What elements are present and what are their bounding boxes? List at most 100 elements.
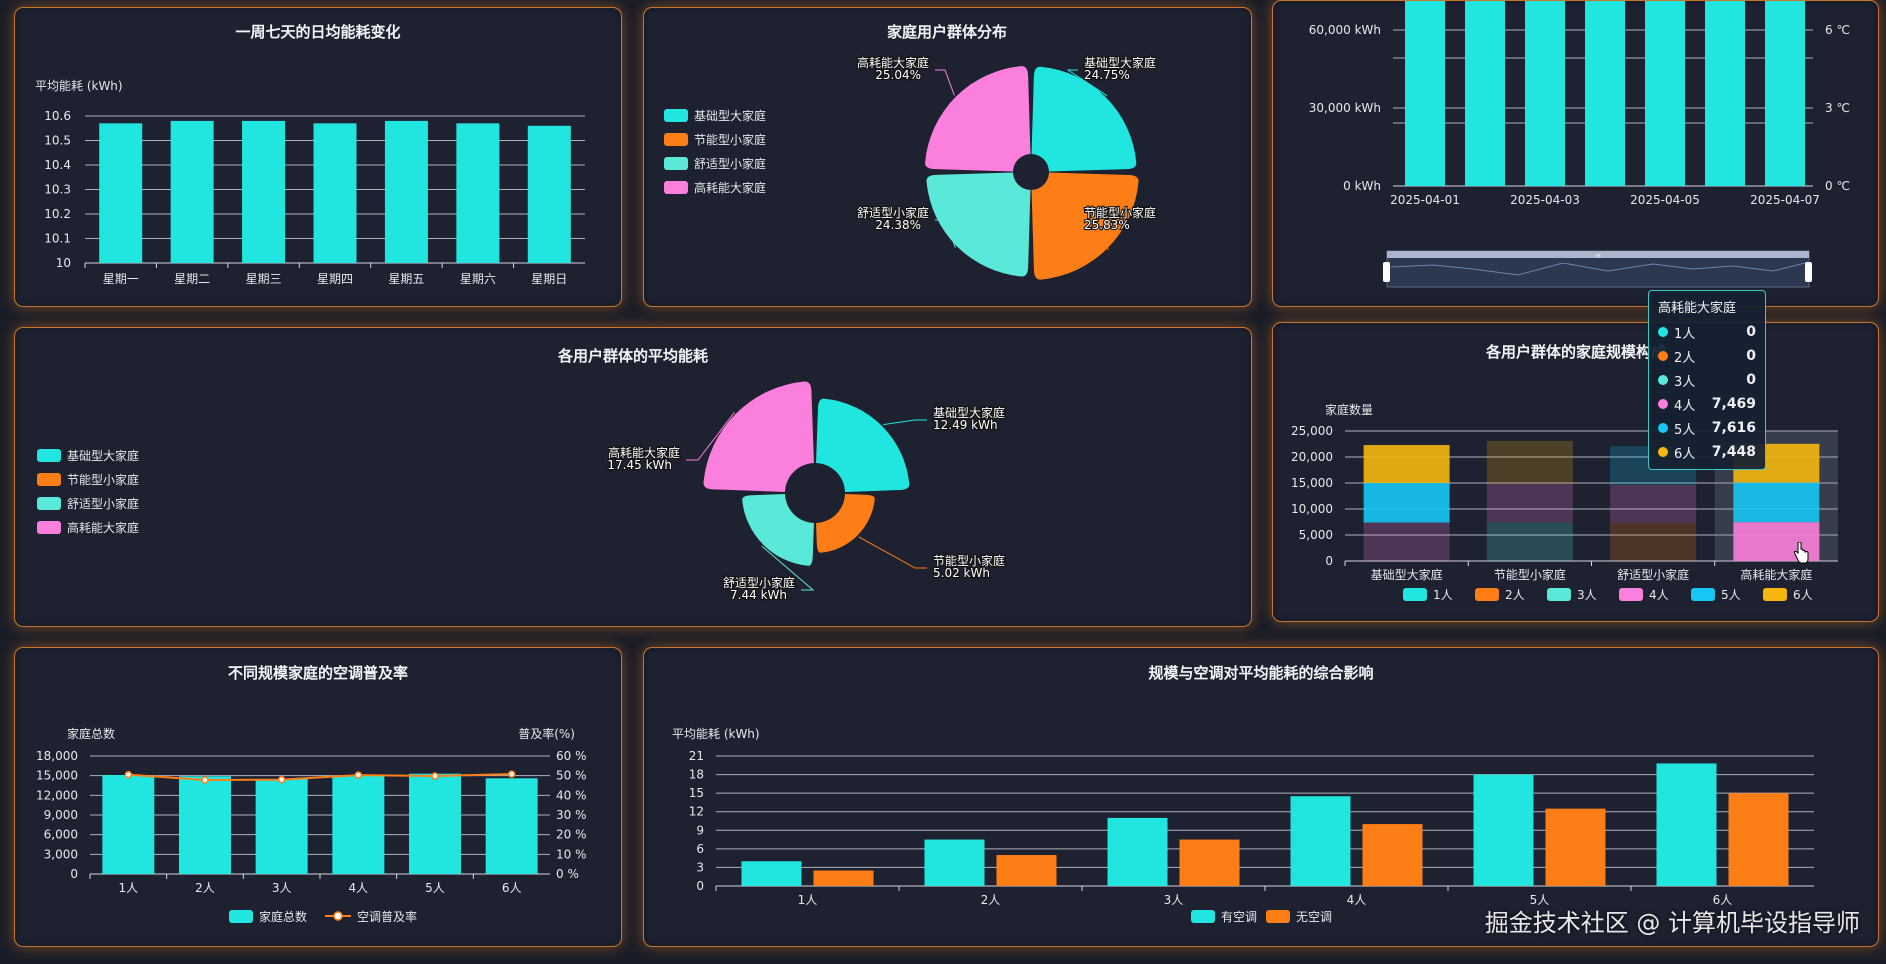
daily-energy-temperature-panel: 0 kWh 0 ℃ 30,000 kWh 3 ℃ 60,000 kWh 6 ℃ 2025-0… <box>1272 0 1879 307</box>
slice-name-label: 基础型大家庭 <box>933 405 1005 420</box>
legend-item-swatch <box>37 497 61 510</box>
bar <box>332 775 385 874</box>
pie-slice <box>926 172 1031 277</box>
label-line <box>935 219 956 248</box>
y-tick-label: 18 <box>689 768 704 782</box>
tooltip-row: 5人 7,616 <box>1658 416 1756 440</box>
y-tick-label-right: 40 % <box>556 788 587 802</box>
zoom-slider-top-bar <box>1387 251 1809 258</box>
stacked-bar-segment <box>1610 485 1697 524</box>
rate-point <box>277 775 286 784</box>
zoom-slider-left-handle <box>1383 262 1390 282</box>
pie-slice <box>1031 66 1137 172</box>
y-tick-label-left: 60,000 kWh <box>1309 23 1381 37</box>
y-tick-label-left: 15,000 <box>36 769 78 783</box>
legend-swatch <box>229 910 253 923</box>
y-tick-label-right: 60 % <box>556 749 587 763</box>
panel-title: 各用户群体的家庭规模构成 <box>1485 343 1666 361</box>
bar <box>1765 1 1805 186</box>
legend-item-label: 基础型大家庭 <box>694 108 766 123</box>
x-tick-label: 2025-04-05 <box>1630 193 1700 207</box>
stacked-bar-segment <box>1363 445 1450 483</box>
tooltip-row: 3人 0 <box>1658 368 1756 392</box>
x-tick-label: 1人 <box>119 881 139 895</box>
bar-without-ac <box>1362 824 1423 886</box>
bar <box>1465 1 1505 186</box>
tooltip-row-value: 0 <box>1746 324 1756 340</box>
x-tick-label: 3人 <box>1164 893 1184 907</box>
bar-with-ac <box>1107 817 1168 886</box>
legend-item-swatch <box>664 181 688 194</box>
y-tick-label: 9 <box>696 823 704 837</box>
y-tick-label-right: 0 % <box>556 867 579 881</box>
legend-swatch <box>1619 588 1643 601</box>
slice-value-label: 17.45 kWh <box>607 458 672 472</box>
y-tick-label-left: 0 <box>70 867 78 881</box>
x-tick-label: 2025-04-01 <box>1390 193 1460 207</box>
slice-name-label: 节能型小家庭 <box>1084 205 1156 220</box>
y-axis-label: 家庭数量 <box>1325 402 1373 417</box>
x-tick-label: 5人 <box>1530 893 1550 907</box>
y-tick-label: 10.6 <box>44 109 71 123</box>
x-tick-label: 星期一 <box>103 272 139 286</box>
rate-point <box>354 771 363 779</box>
hand-cursor-icon <box>1793 542 1809 564</box>
stacked-bar-segment <box>1610 523 1697 561</box>
y-tick-label-right: 0 ℃ <box>1825 179 1850 193</box>
slice-value-label: 12.49 kWh <box>933 418 998 432</box>
y-tick-label: 20,000 <box>1291 450 1333 464</box>
y-tick-label: 3 <box>696 860 704 874</box>
bar <box>313 123 357 263</box>
y-axis-label: 平均能耗 (kWh) <box>35 79 123 93</box>
y-tick-label: 6 <box>696 842 704 856</box>
y-tick-label-left: 9,000 <box>44 808 78 822</box>
slice-name-label: 高耗能大家庭 <box>857 55 929 70</box>
stacked-bar-segment <box>1486 522 1573 561</box>
slice-name-label: 舒适型小家庭 <box>857 205 929 220</box>
rate-point <box>431 772 439 780</box>
bar <box>409 773 461 874</box>
x-tick-label: 高耗能大家庭 <box>1740 567 1812 582</box>
legend-item-label: 节能型小家庭 <box>67 472 139 487</box>
weekly-energy-chart: 一周七天的日均能耗变化 平均能耗 (kWh) 10 10.1 10.2 10.3 10.… <box>35 23 585 286</box>
legend-item-label: 高耗能大家庭 <box>694 180 766 195</box>
bar <box>527 125 571 263</box>
y-tick-label-left: 30,000 kWh <box>1309 101 1381 115</box>
y-tick-label: 25,000 <box>1291 424 1333 438</box>
bar <box>255 778 308 874</box>
rate-line <box>128 773 512 781</box>
bar-with-ac <box>924 839 985 886</box>
x-tick-label: 3人 <box>272 881 292 895</box>
x-tick-label: 舒适型小家庭 <box>1617 567 1689 582</box>
legend-label: 家庭总数 <box>259 909 307 924</box>
x-tick-label: 星期五 <box>388 272 424 286</box>
y-tick-label: 10.4 <box>44 158 71 172</box>
pie-slice <box>925 66 1031 172</box>
x-tick-label: 2025-04-03 <box>1510 193 1580 207</box>
rate-point <box>201 776 209 784</box>
tooltip-row-value: 0 <box>1746 372 1756 388</box>
stacked-bar-segment <box>1733 482 1820 523</box>
y-tick-label: 0 <box>696 879 704 893</box>
legend-label: 空调普及率 <box>357 909 417 924</box>
bar <box>102 775 155 874</box>
legend-item-label: 高耗能大家庭 <box>67 520 139 535</box>
group-distribution-panel: 家庭用户群体分布 基础型大家庭 节能型小家庭 舒适型小家庭 高耗能大家庭 基础型大家庭 2… <box>643 7 1252 307</box>
pie-slice <box>816 494 875 553</box>
y-tick-label-left: 0 kWh <box>1343 179 1381 193</box>
x-tick-label: 6人 <box>502 881 522 895</box>
tooltip-row: 2人 0 <box>1658 344 1756 368</box>
y-tick-label: 15,000 <box>1291 476 1333 490</box>
legend-swatch <box>1547 588 1571 601</box>
x-tick-label: 基础型大家庭 <box>1371 567 1443 582</box>
bar <box>456 123 500 263</box>
group-distribution-chart: 家庭用户群体分布 基础型大家庭节能型小家庭舒适型小家庭高耗能大家庭基础型大家庭2… <box>664 23 1157 280</box>
x-tick-label: 星期六 <box>460 272 496 286</box>
rate-point <box>507 770 516 778</box>
tooltip-row-name: 2人 <box>1674 350 1696 366</box>
ac-penetration-chart: 不同规模家庭的空调普及率 家庭总数 普及率(%) 0 0 % 3,000 10 % 6,… <box>36 664 587 924</box>
slice-value-label: 7.44 kWh <box>730 588 787 602</box>
y-tick-label: 10 <box>56 256 71 270</box>
y-tick-label: 10.2 <box>44 207 71 221</box>
slice-name-label: 舒适型小家庭 <box>723 575 795 590</box>
